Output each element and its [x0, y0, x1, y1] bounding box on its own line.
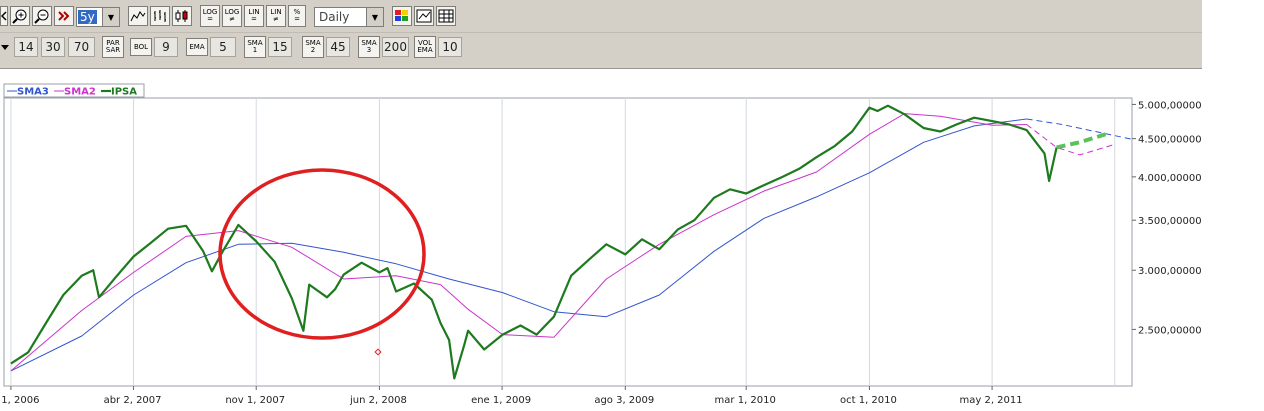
- chevron-down-icon: ▼: [102, 8, 119, 26]
- period-select[interactable]: 5y ▼: [76, 7, 120, 27]
- table-icon: [438, 9, 454, 23]
- legend-box: [3, 83, 145, 98]
- stoch-period-a[interactable]: 14: [14, 37, 38, 57]
- sma3-label: SMA 3: [361, 39, 377, 54]
- data-table-button[interactable]: [436, 6, 456, 26]
- ema-button[interactable]: EMA: [186, 38, 208, 56]
- chart-window-button[interactable]: [414, 6, 434, 26]
- vol-ema-period[interactable]: 10: [438, 37, 462, 57]
- y-tick-label: 4.500,00000: [1138, 135, 1202, 146]
- bar-chart-button[interactable]: [150, 6, 170, 26]
- line-chart-icon: [130, 11, 146, 22]
- par-sar-label: PAR SAR: [105, 39, 121, 54]
- lin-not-equal-label: LIN ≠: [270, 8, 282, 23]
- log-not-equal-button[interactable]: LOG ≠: [222, 5, 242, 27]
- scroll-left-button[interactable]: [0, 6, 8, 26]
- interval-select[interactable]: Daily ▼: [314, 7, 384, 27]
- annotation-marker: [374, 348, 382, 356]
- series-line-sma2: [10, 113, 1027, 372]
- chart-canvas: sep 1, 2006 abr 2, 2007 nov 1, 2007 jun 2, …: [0, 83, 1202, 406]
- lin-not-equal-button[interactable]: LIN ≠: [266, 5, 286, 27]
- price-chart: sep 1, 2006 abr 2, 2007 nov 1, 2007 jun 2, …: [0, 82, 1264, 408]
- legend: SMA3 SMA2 IPSA: [3, 83, 145, 98]
- stoch-period-b[interactable]: 30: [41, 37, 65, 57]
- log-not-equal-label: LOG ≠: [224, 8, 240, 23]
- series-line-sma3: [10, 118, 1027, 372]
- vol-ema-button[interactable]: VOL EMA: [414, 36, 436, 58]
- annotation-circle: [218, 168, 426, 340]
- chevron-down-icon: ▼: [366, 8, 383, 26]
- x-tick-label: oct 1, 2010: [840, 395, 897, 406]
- period-value: 5y: [78, 10, 97, 24]
- vol-ema-label: VOL EMA: [417, 39, 433, 54]
- ipsa-projection-line: [1056, 132, 1107, 150]
- sma3-button[interactable]: SMA 3: [358, 36, 380, 58]
- sma2-label: SMA 2: [305, 39, 321, 54]
- zoom-in-icon: [12, 9, 27, 24]
- y-tick-label: 5.000,00000: [1138, 100, 1202, 111]
- color-settings-button[interactable]: [392, 6, 412, 26]
- x-tick-label: jun 2, 2008: [349, 395, 407, 406]
- sma2-button[interactable]: SMA 2: [302, 36, 324, 58]
- plot-frame: [3, 97, 1133, 387]
- sma1-label: SMA 1: [247, 39, 263, 54]
- triangle-down-icon: [1, 45, 9, 50]
- candlestick-button[interactable]: [172, 6, 192, 26]
- ohlc-bars-icon: [154, 10, 166, 22]
- x-tick-label: mar 1, 2010: [715, 395, 776, 406]
- zoom-in-button[interactable]: [10, 6, 30, 26]
- sma1-button[interactable]: SMA 1: [244, 36, 266, 58]
- x-tick-label: ago 3, 2009: [594, 395, 654, 406]
- y-tick-label: 2.500,00000: [1138, 325, 1202, 336]
- candlestick-icon: [175, 10, 188, 22]
- interval-value: Daily: [319, 10, 350, 24]
- ema-label: EMA: [189, 42, 205, 51]
- lin-equal-button[interactable]: LIN =: [244, 5, 264, 27]
- percent-equal-label: % =: [293, 8, 301, 23]
- bollinger-button[interactable]: BOL: [130, 38, 152, 56]
- x-tick-label: sep 1, 2006: [0, 395, 39, 406]
- line-chart-button[interactable]: [128, 6, 148, 26]
- ema-period[interactable]: 5: [210, 37, 236, 57]
- log-equal-button[interactable]: LOG =: [200, 5, 220, 27]
- lin-equal-label: LIN =: [248, 8, 260, 23]
- y-tick-label: 4.000,00000: [1138, 173, 1202, 184]
- x-tick-label: abr 2, 2007: [104, 395, 162, 406]
- log-equal-label: LOG =: [202, 8, 218, 23]
- stoch-period-c[interactable]: 70: [68, 37, 95, 57]
- chart-window-icon: [416, 9, 432, 23]
- toolbar-separator: [0, 62, 1202, 69]
- color-palette-icon: [395, 10, 408, 21]
- fast-forward-button[interactable]: [54, 6, 74, 26]
- series-projection-sma2: [1026, 124, 1115, 156]
- sma2-period[interactable]: 45: [326, 37, 350, 57]
- main-toolbar: 5y ▼ LOG = LOG ≠ LIN = LIN ≠ % = Daily ▼: [0, 0, 1202, 33]
- bollinger-period[interactable]: 9: [154, 37, 178, 57]
- indicator-menu-button[interactable]: [0, 37, 10, 57]
- bol-label: BOL: [133, 42, 149, 51]
- legend-label: SMA3: [17, 87, 49, 98]
- parabolic-sar-button[interactable]: PAR SAR: [102, 36, 124, 58]
- x-tick-label: nov 1, 2007: [225, 395, 285, 406]
- series-line-ipsa: [10, 104, 1058, 380]
- x-tick-label: ene 1, 2009: [471, 395, 531, 406]
- x-tick-label: may 2, 2011: [960, 395, 1023, 406]
- indicator-toolbar: 14 30 70 PAR SAR BOL 9 EMA 5 SMA 1 15 SM…: [0, 33, 1202, 62]
- legend-label: IPSA: [111, 87, 137, 98]
- series-projection-sma3: [1026, 118, 1133, 140]
- sma1-period[interactable]: 15: [268, 37, 292, 57]
- zoom-out-button[interactable]: [32, 6, 52, 26]
- zoom-out-icon: [34, 9, 49, 24]
- sma3-period[interactable]: 200: [382, 37, 409, 57]
- legend-label: SMA2: [64, 87, 96, 98]
- y-tick-label: 3.000,00000: [1138, 266, 1202, 277]
- double-chevron-right-icon: [58, 11, 70, 21]
- percent-equal-button[interactable]: % =: [288, 5, 306, 27]
- y-tick-label: 3.500,00000: [1138, 216, 1202, 227]
